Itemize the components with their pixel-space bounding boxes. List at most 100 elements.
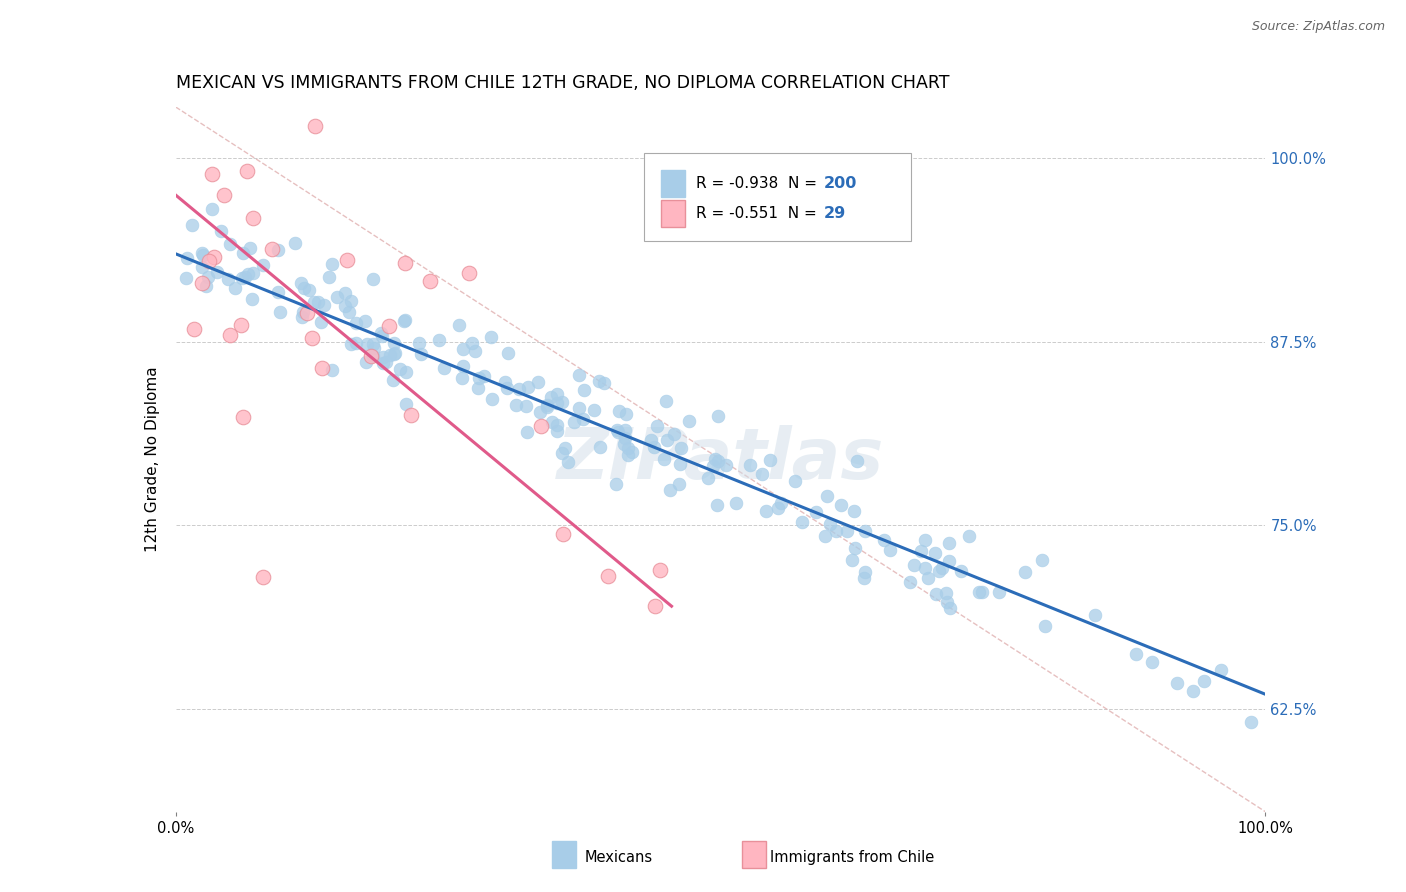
Point <box>551 526 574 541</box>
Point <box>238 267 260 281</box>
Point <box>707 453 730 467</box>
Point <box>337 305 360 319</box>
Point <box>494 375 516 389</box>
Point <box>508 383 530 397</box>
Text: Immigrants from Chile: Immigrants from Chile <box>769 850 934 865</box>
Point <box>333 299 356 313</box>
Point <box>292 280 315 294</box>
Point <box>613 437 636 451</box>
Point <box>758 453 780 467</box>
Point <box>408 335 430 350</box>
Point <box>176 251 198 265</box>
Point <box>231 271 253 285</box>
Point <box>183 322 205 336</box>
Point <box>873 533 896 547</box>
Point <box>451 342 474 356</box>
Point <box>702 458 724 473</box>
Point <box>650 563 672 577</box>
Point <box>755 504 778 518</box>
Point <box>607 404 630 418</box>
Point <box>384 346 406 360</box>
Point <box>785 475 807 489</box>
Point <box>617 448 640 462</box>
Point <box>1166 675 1188 690</box>
Point <box>652 451 675 466</box>
Point <box>318 270 340 285</box>
Point <box>1014 565 1036 579</box>
Point <box>657 433 679 447</box>
Point <box>529 405 551 419</box>
Point <box>842 504 865 518</box>
Point <box>669 441 692 455</box>
Point <box>844 541 866 556</box>
Point <box>267 243 290 257</box>
Point <box>546 418 568 433</box>
Point <box>505 398 527 412</box>
Point <box>304 119 326 133</box>
Point <box>290 276 312 290</box>
Point <box>939 600 962 615</box>
Point <box>879 543 901 558</box>
Point <box>903 558 925 572</box>
Point <box>546 396 568 410</box>
Point <box>1240 715 1263 730</box>
Point <box>1181 684 1204 698</box>
Point <box>377 318 399 333</box>
Point <box>804 505 827 519</box>
Point <box>530 419 553 434</box>
Point <box>427 333 450 347</box>
Point <box>242 211 264 225</box>
Text: MEXICAN VS IMMIGRANTS FROM CHILE 12TH GRADE, NO DIPLOMA CORRELATION CHART: MEXICAN VS IMMIGRANTS FROM CHILE 12TH GR… <box>176 74 949 92</box>
Point <box>389 362 412 376</box>
Point <box>467 381 489 395</box>
Point <box>447 318 470 332</box>
Point <box>354 355 377 369</box>
Point <box>260 243 283 257</box>
Point <box>928 564 950 578</box>
Point <box>458 266 481 280</box>
Point <box>392 314 415 328</box>
Point <box>409 347 432 361</box>
Point <box>645 419 668 434</box>
Point <box>370 326 392 340</box>
Point <box>644 599 666 614</box>
Point <box>309 315 332 329</box>
Point <box>252 258 274 272</box>
Point <box>481 392 503 407</box>
Point <box>564 415 586 429</box>
FancyBboxPatch shape <box>644 153 911 241</box>
Point <box>284 236 307 251</box>
Point <box>311 361 333 376</box>
Point <box>917 570 939 584</box>
Point <box>252 570 274 584</box>
Point <box>987 585 1010 599</box>
Point <box>174 270 197 285</box>
Text: 200: 200 <box>824 177 858 192</box>
Point <box>307 294 329 309</box>
Point <box>340 337 363 351</box>
Point <box>536 401 558 415</box>
Point <box>825 524 848 538</box>
Point <box>239 242 262 256</box>
Point <box>269 305 291 319</box>
Point <box>326 290 349 304</box>
Point <box>242 266 264 280</box>
Point <box>696 471 718 485</box>
Point <box>302 295 325 310</box>
Point <box>931 561 953 575</box>
Point <box>938 554 960 568</box>
Point <box>614 407 637 421</box>
Point <box>201 202 224 216</box>
Point <box>201 167 224 181</box>
Point <box>662 427 685 442</box>
Point <box>217 272 239 286</box>
Point <box>546 387 568 401</box>
Point <box>853 524 876 538</box>
Point <box>707 409 730 423</box>
Point <box>1125 647 1147 661</box>
Point <box>395 397 418 411</box>
Point <box>605 477 627 491</box>
Point <box>738 458 761 472</box>
Point <box>450 371 472 385</box>
Point <box>790 515 813 529</box>
